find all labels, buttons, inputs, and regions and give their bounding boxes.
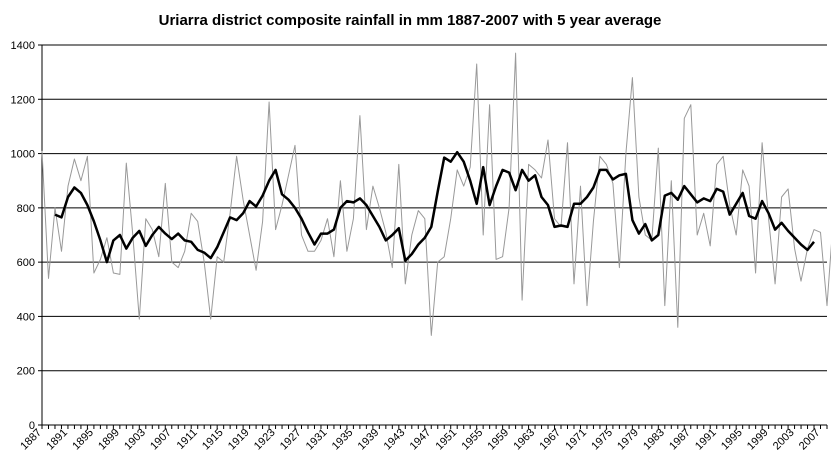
x-tick-label: 1963 xyxy=(511,427,537,453)
x-tick-label: 1923 xyxy=(252,427,278,453)
x-tick-label: 1959 xyxy=(485,427,511,453)
x-tick-label: 1887 xyxy=(18,427,44,453)
y-tick-label: 600 xyxy=(17,257,35,269)
x-tick-label: 2003 xyxy=(771,427,797,453)
x-tick-label: 1983 xyxy=(641,427,667,453)
x-tick-label: 1895 xyxy=(70,427,96,453)
x-tick-label: 1951 xyxy=(434,427,460,453)
y-tick-label: 0 xyxy=(29,420,35,432)
y-tick-label: 200 xyxy=(17,366,35,378)
y-tick-label: 1400 xyxy=(11,40,35,52)
x-tick-label: 1931 xyxy=(304,427,330,453)
x-tick-label: 1971 xyxy=(563,427,589,453)
x-tick-label: 1935 xyxy=(330,427,356,453)
x-tick-label: 1903 xyxy=(122,427,148,453)
x-tick-label: 1991 xyxy=(693,427,719,453)
chart-title: Uriarra district composite rainfall in m… xyxy=(158,12,662,29)
five-year-average-line xyxy=(54,150,815,264)
y-tick-label: 1200 xyxy=(11,94,35,106)
y-tick-label: 1000 xyxy=(11,149,35,161)
x-tick-label: 1891 xyxy=(44,427,70,453)
x-tick-label: 1939 xyxy=(356,427,382,453)
x-tick-label: 1915 xyxy=(200,427,226,453)
x-tick-label: 1911 xyxy=(175,427,200,452)
y-tick-label: 800 xyxy=(17,203,35,215)
x-tick-label: 2007 xyxy=(797,427,823,453)
x-tick-label: 1947 xyxy=(408,427,434,453)
x-tick-label: 1999 xyxy=(745,427,771,453)
x-tick-label: 1979 xyxy=(615,427,641,453)
x-tick-label: 1919 xyxy=(226,427,252,453)
y-tick-label: 400 xyxy=(17,311,35,323)
annual-rainfall-line xyxy=(41,52,831,336)
x-tick-label: 1967 xyxy=(537,427,563,453)
x-tick-label: 1995 xyxy=(719,427,745,453)
x-tick-label: 1943 xyxy=(382,427,408,453)
x-tick-label: 1927 xyxy=(278,427,304,453)
x-tick-label: 1987 xyxy=(667,427,693,453)
x-tick-label: 1907 xyxy=(148,427,174,453)
x-tick-label: 1955 xyxy=(459,427,485,453)
x-tick-label: 1899 xyxy=(96,427,122,453)
x-tick-label: 1975 xyxy=(589,427,615,453)
